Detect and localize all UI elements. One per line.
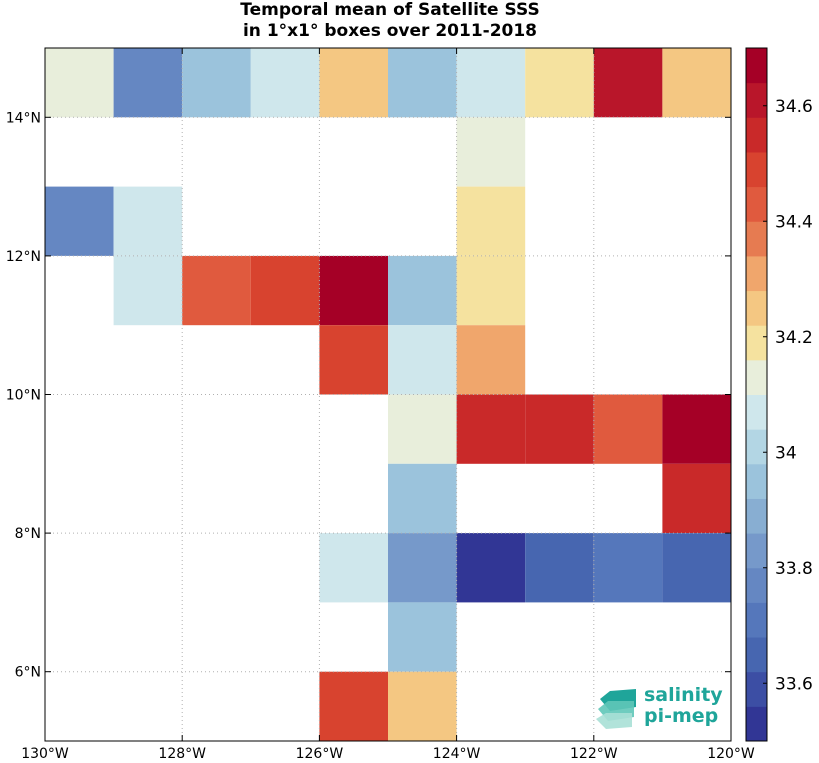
heatmap-cell <box>388 255 457 326</box>
heatmap-cell <box>456 533 526 603</box>
y-tick-label: 6°N <box>15 665 41 681</box>
colorbar-segment <box>746 151 767 188</box>
heatmap-cell <box>456 48 526 118</box>
colorbar-segment <box>746 429 767 465</box>
heatmap-cell <box>45 48 114 118</box>
colorbar-frame <box>745 47 768 742</box>
colorbar-segment <box>746 394 767 430</box>
heatmap-cell <box>250 48 320 118</box>
heatmap-cell <box>113 255 183 326</box>
colorbar-segment <box>746 117 767 153</box>
y-tick-label: 10°N <box>6 388 41 404</box>
salinity-pi-mep-logo: salinity pi-mep <box>596 683 736 733</box>
colorbar-segment <box>746 221 767 257</box>
heatmap-cell <box>319 671 388 741</box>
y-tick-label: 14°N <box>6 110 41 126</box>
colorbar-segment <box>746 255 767 292</box>
colorbar-segment <box>746 602 767 638</box>
chart-title: Temporal mean of Satellite SSS <box>240 0 540 20</box>
heatmap-cell <box>593 533 663 603</box>
colorbar-tick-label: 33.8 <box>775 559 813 579</box>
x-tick-label: 124°W <box>433 746 481 762</box>
heatmap-cell <box>388 671 457 741</box>
heatmap-cell <box>456 117 526 187</box>
colorbar-segment <box>746 48 767 84</box>
colorbar-segment <box>746 290 767 326</box>
heatmap-cell <box>319 325 388 395</box>
colorbar-segment <box>746 637 767 673</box>
heatmap-cell <box>662 48 731 118</box>
wave-logo-icon <box>596 689 636 729</box>
heatmap-cell <box>593 394 663 464</box>
y-tick-label: 8°N <box>15 526 41 542</box>
heatmap-cell <box>388 394 457 464</box>
logo-text-salinity: salinity <box>644 684 723 706</box>
colorbar-tick-label: 34.2 <box>775 328 813 348</box>
heatmap-cell <box>250 255 320 326</box>
heatmap-cell <box>456 186 526 256</box>
colorbar-segment <box>746 359 767 395</box>
colorbar-segment <box>746 567 767 603</box>
heatmap-cell <box>593 48 663 118</box>
heatmap-cell <box>319 48 388 118</box>
heatmap-cell <box>388 533 457 603</box>
colorbar-segment <box>746 498 767 534</box>
heatmap-cell <box>456 325 526 395</box>
heatmap-cell <box>662 463 731 534</box>
heatmap-cell <box>456 394 526 464</box>
heatmap-cell <box>456 255 526 326</box>
heatmap-cell <box>182 48 251 118</box>
heatmap-cell <box>388 325 457 395</box>
colorbar-segment <box>746 186 767 222</box>
x-tick-label: 120°W <box>707 746 755 762</box>
colorbar-segment <box>746 325 767 361</box>
colorbar-tick-label: 34 <box>775 443 797 463</box>
colorbar-segment <box>746 671 767 707</box>
x-tick-label: 122°W <box>570 746 618 762</box>
logo-text-pimep: pi-mep <box>644 705 719 727</box>
x-tick-label: 126°W <box>296 746 344 762</box>
x-tick-label: 128°W <box>158 746 206 762</box>
heatmap-cell <box>662 394 731 464</box>
colorbar-tick-label: 34.4 <box>775 212 813 232</box>
heatmap-cell <box>182 255 251 326</box>
heatmap-cell <box>525 533 594 603</box>
heatmap-cell <box>662 533 731 603</box>
colorbar-segment <box>746 463 767 499</box>
heatmap-cell <box>388 463 457 534</box>
heatmap-cell <box>113 186 183 256</box>
chart-subtitle: in 1°x1° boxes over 2011-2018 <box>242 21 538 41</box>
heatmap-cell <box>525 394 594 464</box>
heatmap-cell <box>388 48 457 118</box>
heatmap-cell <box>525 48 594 118</box>
colorbar-tick-label: 33.6 <box>775 674 813 694</box>
colorbar-segment <box>746 533 767 569</box>
x-tick-label: 130°W <box>21 746 69 762</box>
colorbar-tick-label: 34.6 <box>775 97 813 117</box>
heatmap-cell <box>45 186 114 256</box>
heatmap-cell <box>388 602 457 672</box>
colorbar-segment <box>746 706 767 742</box>
heatmap-cell <box>113 48 183 118</box>
colorbar-segment <box>746 82 767 118</box>
heatmap-cell <box>319 533 388 603</box>
heatmap-cell <box>319 255 388 326</box>
y-tick-label: 12°N <box>6 249 41 265</box>
